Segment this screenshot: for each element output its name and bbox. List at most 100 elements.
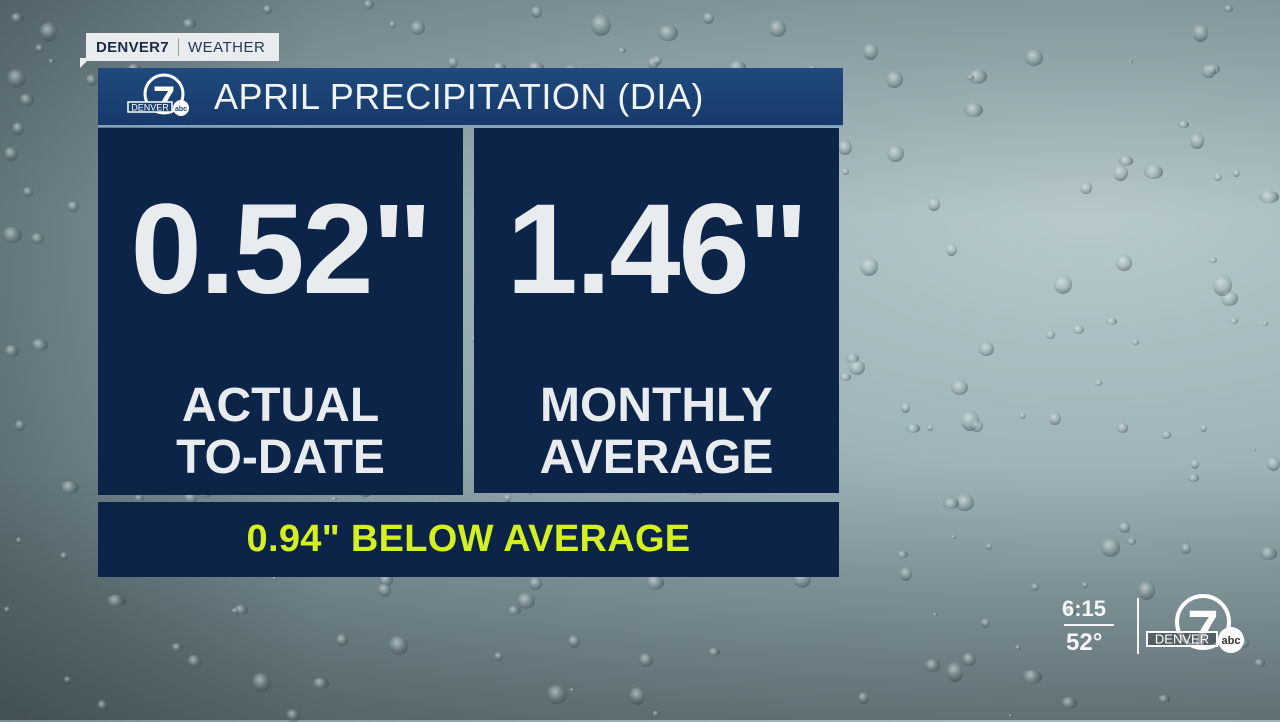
section-name: WEATHER xyxy=(187,38,266,56)
raindrop xyxy=(703,12,715,24)
raindrop xyxy=(653,56,663,66)
raindrop xyxy=(11,121,24,135)
raindrop xyxy=(926,423,933,431)
raindrop xyxy=(618,47,627,54)
raindrop xyxy=(64,676,71,685)
raindrop xyxy=(858,691,870,705)
raindrop xyxy=(568,688,575,693)
raindrop xyxy=(516,592,536,609)
raindrop xyxy=(529,577,542,590)
raindrop xyxy=(23,186,33,198)
raindrop xyxy=(1022,669,1042,685)
raindrop xyxy=(839,372,852,381)
raindrop xyxy=(985,543,993,551)
raindrop xyxy=(924,659,940,672)
raindrop xyxy=(35,43,45,54)
raindrop xyxy=(1030,582,1040,591)
raindrop xyxy=(18,93,34,106)
raindrop xyxy=(9,13,25,24)
raindrop xyxy=(3,146,19,161)
average-label-line1: MONTHLY xyxy=(540,379,773,432)
raindrop xyxy=(1024,49,1044,66)
raindrop xyxy=(1126,537,1137,545)
raindrop xyxy=(950,534,957,539)
raindrop xyxy=(1278,10,1280,16)
raindrop xyxy=(708,648,720,656)
raindrop xyxy=(945,243,957,257)
raindrop xyxy=(336,633,349,647)
raindrop xyxy=(66,201,79,212)
raindrop xyxy=(1188,474,1200,482)
raindrop xyxy=(389,21,397,28)
raindrop xyxy=(1261,320,1269,326)
raindrop xyxy=(1233,169,1241,178)
raindrop xyxy=(311,677,329,690)
raindrop xyxy=(448,57,458,69)
raindrop xyxy=(1199,424,1207,433)
raindrop xyxy=(1259,190,1279,204)
average-label: MONTHLY AVERAGE xyxy=(540,380,774,484)
raindrop xyxy=(1045,331,1055,340)
raindrop xyxy=(951,379,969,396)
raindrop xyxy=(1158,695,1171,703)
svg-text:abc: abc xyxy=(175,106,187,113)
raindrop xyxy=(860,257,879,277)
raindrop xyxy=(59,552,68,560)
raindrop xyxy=(1252,448,1257,452)
raindrop xyxy=(1007,713,1013,717)
svg-text:abc: abc xyxy=(1222,635,1241,647)
raindrop xyxy=(652,711,660,716)
raindrop xyxy=(378,583,392,597)
actual-to-date-panel: 0.52" ACTUAL TO-DATE xyxy=(98,128,463,495)
raindrop xyxy=(1192,24,1209,42)
average-value: 1.46" xyxy=(506,178,809,321)
raindrop xyxy=(658,25,678,42)
raindrop xyxy=(1054,275,1072,295)
raindrop xyxy=(1253,659,1266,668)
raindrop xyxy=(1015,645,1022,650)
raindrop xyxy=(1081,581,1088,589)
svg-text:DENVER: DENVER xyxy=(131,102,169,112)
actual-label-line2: TO-DATE xyxy=(176,431,385,484)
raindrop xyxy=(568,635,581,648)
raindrop xyxy=(1143,164,1164,179)
raindrop xyxy=(897,551,908,559)
raindrop xyxy=(378,573,394,586)
actual-label: ACTUAL TO-DATE xyxy=(176,380,385,484)
raindrop xyxy=(1101,538,1121,557)
actual-value: 0.52" xyxy=(130,178,433,321)
raindrop xyxy=(970,419,984,433)
raindrop xyxy=(900,402,911,413)
raindrop xyxy=(1049,411,1062,426)
raindrop xyxy=(2,227,22,243)
raindrop xyxy=(330,497,337,502)
summary-text: 0.94" BELOW AVERAGE xyxy=(246,518,691,560)
raindrop xyxy=(845,353,860,363)
raindrop xyxy=(1180,542,1191,555)
raindrop xyxy=(3,605,11,614)
bug-time: 6:15 xyxy=(1062,596,1107,621)
raindrop xyxy=(1209,256,1218,264)
denver7-logo-icon: 7 DENVER abc xyxy=(127,73,189,122)
raindrop xyxy=(187,655,202,669)
raindrop xyxy=(39,21,58,43)
raindrop xyxy=(886,70,904,88)
raindrop xyxy=(1116,422,1128,433)
raindrop xyxy=(1073,324,1085,335)
raindrop xyxy=(1224,5,1233,12)
raindrop xyxy=(60,480,79,494)
raindrop xyxy=(965,75,974,81)
raindrop xyxy=(862,43,878,61)
bug-temperature: 52° xyxy=(1066,629,1103,656)
raindrop xyxy=(1260,547,1278,560)
tag-tail xyxy=(80,58,90,68)
raindrop xyxy=(6,69,27,89)
raindrop xyxy=(363,0,374,10)
graphic-title: APRIL PRECIPITATION (DIA) xyxy=(214,75,704,117)
raindrop xyxy=(1214,172,1223,181)
raindrop xyxy=(262,5,272,14)
raindrop xyxy=(30,233,44,244)
raindrop xyxy=(962,652,976,667)
raindrop xyxy=(1018,412,1026,419)
raindrop xyxy=(838,139,853,155)
